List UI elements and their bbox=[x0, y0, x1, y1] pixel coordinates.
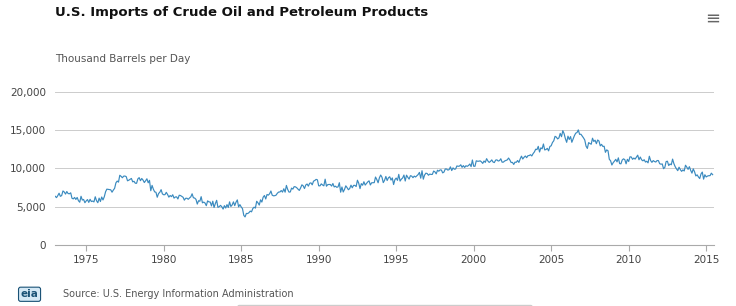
Text: U.S. Imports of Crude Oil and Petroleum Products: U.S. Imports of Crude Oil and Petroleum … bbox=[55, 6, 428, 19]
Legend: U.S. Imports of Crude Oil and Petroleum Products: U.S. Imports of Crude Oil and Petroleum … bbox=[237, 305, 532, 306]
Text: Thousand Barrels per Day: Thousand Barrels per Day bbox=[55, 54, 191, 64]
Text: Source: U.S. Energy Information Administration: Source: U.S. Energy Information Administ… bbox=[63, 289, 293, 299]
Text: ≡: ≡ bbox=[704, 9, 720, 27]
Text: eia: eia bbox=[21, 289, 38, 299]
